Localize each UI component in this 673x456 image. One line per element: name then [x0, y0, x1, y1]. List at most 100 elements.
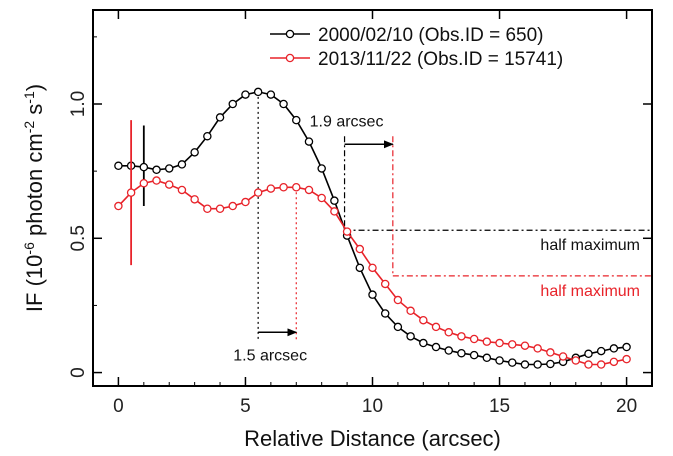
data-point: [431, 322, 441, 332]
data-point: [380, 279, 390, 289]
data-point: [266, 184, 276, 193]
data-point: [279, 183, 288, 192]
data-point: [469, 350, 479, 360]
data-point: [507, 358, 517, 367]
y-axis-title-superscript: -1: [21, 91, 37, 104]
y-axis-title-superscript: -2: [21, 121, 37, 134]
y-tick-label: 0.5: [68, 225, 89, 251]
data-point: [139, 178, 149, 188]
data-point: [317, 164, 326, 173]
y-axis-title-part: IF (10: [22, 255, 47, 312]
data-point: [164, 164, 174, 173]
y-axis-title-part: photon cm: [22, 133, 47, 242]
x-axis-title: Relative Distance (arcsec): [244, 426, 501, 451]
data-point: [177, 185, 187, 195]
data-point: [368, 290, 377, 299]
shift-label-top: 1.9 arcsec: [310, 113, 384, 130]
data-point: [507, 340, 517, 349]
data-point: [609, 357, 619, 367]
data-point: [596, 360, 606, 369]
data-point: [355, 263, 365, 273]
data-point: [228, 99, 237, 109]
data-point: [114, 161, 123, 171]
data-point: [241, 197, 250, 207]
data-point: [482, 353, 492, 363]
x-tick-label: 20: [616, 396, 637, 417]
data-point: [393, 322, 403, 332]
data-point: [419, 338, 428, 348]
y-axis-title: IF (10-6 photon cm-2 s-1): [21, 84, 47, 312]
data-point: [114, 201, 123, 211]
data-point: [228, 201, 237, 211]
half-max-label-black: half maximum: [540, 237, 640, 254]
data-point: [546, 359, 555, 369]
data-point: [292, 115, 301, 125]
data-point: [596, 346, 606, 356]
data-point: [558, 352, 568, 361]
series-line: [117, 179, 627, 366]
data-point: [609, 344, 619, 353]
legend-marker: [285, 29, 295, 39]
data-point: [152, 176, 161, 185]
data-point: [292, 183, 301, 192]
data-point: [533, 360, 542, 369]
data-point: [164, 180, 174, 189]
data-point: [457, 332, 466, 341]
data-point: [368, 263, 377, 273]
y-axis-title-part: s: [22, 104, 47, 121]
data-point: [622, 342, 631, 352]
data-point: [495, 338, 504, 348]
series-line: [118, 91, 627, 366]
data-point: [190, 148, 199, 157]
data-point: [622, 354, 631, 364]
data-point: [177, 160, 187, 169]
data-point: [139, 162, 149, 172]
data-point: [330, 207, 339, 216]
data-point: [241, 90, 250, 99]
legend-entry: 2000/02/10 (Obs.ID = 650): [318, 25, 544, 46]
shift-label-bottom: 1.5 arcsec: [233, 347, 307, 364]
data-point: [406, 332, 415, 341]
data-point: [584, 360, 593, 369]
data-point: [342, 227, 352, 236]
data-point: [533, 344, 542, 353]
data-point: [444, 346, 453, 355]
data-point: [469, 334, 479, 344]
data-point: [203, 204, 212, 213]
data-point: [215, 204, 225, 213]
data-point: [126, 188, 136, 197]
x-tick-label: 10: [362, 396, 383, 417]
y-axis-title-superscript: -6: [21, 242, 37, 255]
data-point: [253, 188, 263, 197]
series-0: [114, 87, 631, 369]
data-point: [520, 341, 530, 350]
y-tick-label: 0: [68, 367, 89, 378]
x-tick-label: 15: [489, 396, 510, 417]
data-point: [203, 131, 212, 141]
x-tick-label: 5: [240, 396, 251, 417]
legend-marker: [285, 53, 295, 63]
data-point: [495, 356, 504, 365]
data-point: [380, 309, 390, 318]
data-point: [431, 342, 441, 352]
data-point: [330, 196, 339, 205]
y-tick-label: 1.0: [68, 91, 89, 117]
data-point: [457, 348, 466, 358]
data-point: [584, 349, 593, 359]
data-point: [152, 165, 161, 175]
x-tick-label: 0: [113, 396, 124, 417]
half-max-label-red: half maximum: [540, 283, 640, 300]
data-point: [215, 113, 225, 122]
y-axis-title-part: ): [22, 84, 47, 91]
data-point: [546, 348, 555, 357]
data-point: [304, 185, 314, 195]
data-point: [266, 90, 276, 99]
data-point: [304, 137, 314, 146]
data-point: [317, 193, 326, 203]
data-point: [571, 356, 581, 365]
data-point: [355, 244, 365, 254]
series-1: [114, 120, 631, 369]
data-point: [520, 360, 530, 369]
